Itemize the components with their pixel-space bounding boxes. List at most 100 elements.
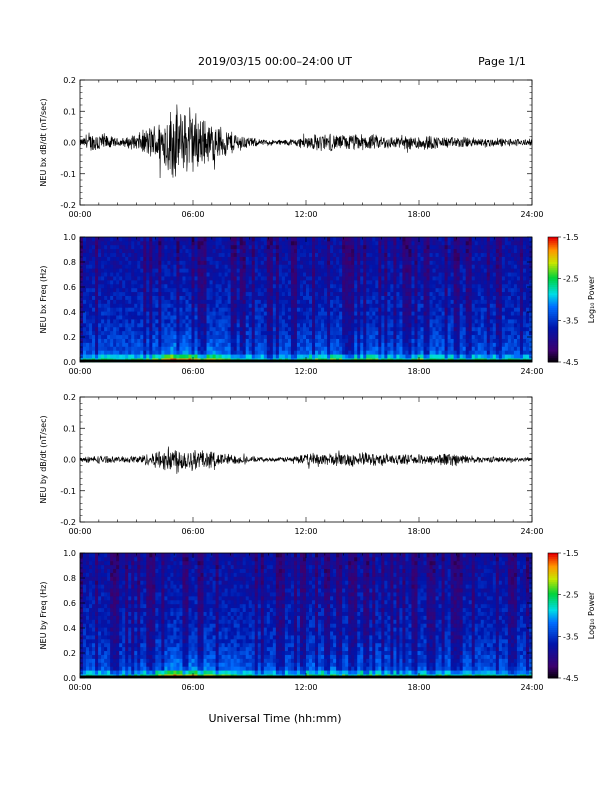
spectrogram-cell (457, 280, 460, 284)
spectrogram-cell (445, 253, 448, 257)
spectrogram-cell (439, 249, 442, 253)
spectrogram-cell (396, 260, 399, 264)
spectrogram-cell (143, 268, 146, 272)
spectrogram-cell (104, 342, 107, 346)
spectrogram-cell (285, 311, 288, 315)
spectrogram-cell (306, 264, 309, 268)
spectrogram-cell (179, 300, 182, 304)
spectrogram-cell (155, 257, 158, 261)
spectrogram-cell (442, 342, 445, 346)
spectrogram-cell (98, 327, 101, 331)
spectrogram-cell (372, 331, 375, 335)
spectrogram-cell (318, 307, 321, 311)
spectrogram-cell (101, 264, 104, 268)
spectrogram-cell (387, 315, 390, 319)
spectrogram-cell (439, 311, 442, 315)
spectrogram-cell (345, 264, 348, 268)
spectrogram-cell (167, 257, 170, 261)
spectrogram-cell (393, 335, 396, 339)
spectrogram-cell (83, 342, 86, 346)
spectrogram-cell (282, 284, 285, 288)
spectrogram-cell (131, 280, 134, 284)
spectrogram-cell (95, 342, 98, 346)
spectrogram-cell (348, 292, 351, 296)
spectrogram-cell (517, 264, 520, 268)
spectrogram-cell (113, 284, 116, 288)
spectrogram-cell (357, 327, 360, 331)
spectrogram-cell (478, 268, 481, 272)
spectrogram-cell (246, 307, 249, 311)
spectrogram-cell (327, 354, 330, 358)
spectrogram-cell (439, 284, 442, 288)
spectrogram-cell (336, 245, 339, 249)
spectrogram-cell (351, 268, 354, 272)
spectrogram-cell (526, 284, 529, 288)
spectrogram-cell (119, 315, 122, 319)
spectrogram-cell (267, 241, 270, 245)
spectrogram-cell (104, 241, 107, 245)
spectrogram-cell (469, 335, 472, 339)
spectrogram-cell (285, 300, 288, 304)
spectrogram-cell (216, 276, 219, 280)
spectrogram-cell (86, 268, 89, 272)
spectrogram-cell (182, 245, 185, 249)
spectrogram-cell (222, 339, 225, 343)
spectrogram-cell (225, 296, 228, 300)
spectrogram-cell (116, 268, 119, 272)
spectrogram-cell (430, 339, 433, 343)
spectrogram-cell (110, 339, 113, 343)
spectrogram-cell (80, 284, 83, 288)
spectrogram-cell (261, 280, 264, 284)
spectrogram-cell (369, 264, 372, 268)
spectrogram-cell (98, 245, 101, 249)
spectrogram-cell (523, 241, 526, 245)
spectrogram-cell (273, 257, 276, 261)
spectrogram-cell (421, 288, 424, 292)
spectrogram-cell (294, 303, 297, 307)
spectrogram-cell (95, 327, 98, 331)
spectrogram-cell (116, 264, 119, 268)
spectrogram-cell (520, 237, 523, 241)
spectrogram-cell (225, 346, 228, 350)
spectrogram-cell (372, 260, 375, 264)
spectrogram-cell (234, 260, 237, 264)
spectrogram-cell (201, 319, 204, 323)
spectrogram-cell (243, 319, 246, 323)
spectrogram-cell (213, 335, 216, 339)
spectrogram-cell (291, 237, 294, 241)
spectrogram-cell (496, 268, 499, 272)
spectrogram-cell (246, 354, 249, 358)
spectrogram-cell (107, 257, 110, 261)
spectrogram-cell (384, 264, 387, 268)
spectrogram-cell (327, 284, 330, 288)
spectrogram-cell (89, 292, 92, 296)
spectrogram-cell (291, 323, 294, 327)
spectrogram-cell (207, 311, 210, 315)
spectrogram-cell (454, 331, 457, 335)
spectrogram-cell (213, 253, 216, 257)
spectrogram-cell (89, 296, 92, 300)
spectrogram-cell (294, 307, 297, 311)
spectrogram-cell (526, 315, 529, 319)
spectrogram-cell (430, 241, 433, 245)
spectrogram-cell (134, 346, 137, 350)
y-tick-label: 0.1 (63, 107, 76, 116)
spectrogram-cell (234, 303, 237, 307)
spectrogram-cell (384, 346, 387, 350)
spectrogram-cell (101, 335, 104, 339)
spectrogram-cell (158, 253, 161, 257)
spectrogram-cell (505, 253, 508, 257)
spectrogram-cell (433, 339, 436, 343)
spectrogram-cell (466, 319, 469, 323)
spectrogram-cell (155, 264, 158, 268)
spectrogram-cell (300, 300, 303, 304)
spectrogram-cell (517, 280, 520, 284)
spectrogram-cell (297, 346, 300, 350)
spectrogram-cell (219, 311, 222, 315)
spectrogram-cell (378, 346, 381, 350)
spectrogram-cell (399, 323, 402, 327)
spectrogram-cell (240, 319, 243, 323)
spectrogram-cell (472, 346, 475, 350)
spectrogram-cell (469, 339, 472, 343)
spectrogram-cell (345, 350, 348, 354)
